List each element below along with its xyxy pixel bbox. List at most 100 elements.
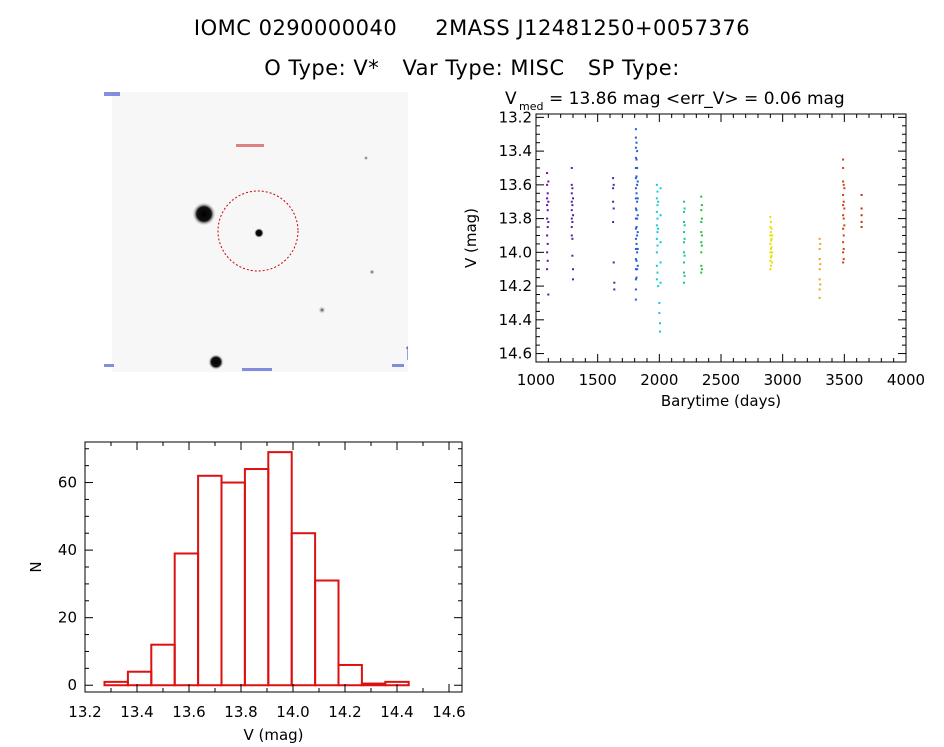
data-point (571, 254, 574, 257)
data-point (634, 197, 637, 200)
star (208, 354, 224, 370)
data-point (634, 177, 637, 180)
data-point (819, 242, 822, 245)
data-point (635, 141, 638, 144)
compass-icon (406, 346, 408, 360)
data-point (659, 214, 662, 217)
data-point (571, 204, 574, 207)
data-point (656, 231, 659, 234)
data-point (635, 175, 638, 178)
histogram-bar (197, 474, 223, 687)
data-point (683, 271, 685, 274)
data-point (634, 268, 637, 271)
x-tick-label: 1000 (517, 371, 555, 389)
data-point (769, 264, 772, 267)
lightcurve-title-stats: = 13.86 mag <err_V> = 0.06 mag (549, 89, 845, 109)
data-point (572, 197, 574, 200)
data-point (769, 234, 772, 237)
data-point (819, 283, 822, 286)
histogram-bar (267, 451, 293, 687)
data-point (769, 220, 772, 223)
data-point (683, 224, 686, 227)
data-point (769, 256, 772, 259)
data-point (700, 217, 703, 220)
otype-label: O Type: V* (264, 56, 380, 80)
vartype-label: Var Type: MISC (402, 56, 565, 80)
data-point (636, 268, 639, 271)
data-point (683, 251, 685, 254)
data-point (770, 227, 773, 230)
data-point (655, 264, 658, 267)
data-point (635, 158, 638, 161)
data-point (546, 192, 549, 195)
y-tick-label: 14.4 (499, 311, 532, 329)
data-point (659, 281, 662, 284)
data-point (818, 268, 821, 271)
data-point (570, 226, 573, 229)
data-point (570, 192, 573, 195)
data-point (658, 322, 661, 325)
data-point (570, 209, 573, 212)
data-point (842, 204, 845, 207)
data-point (547, 220, 550, 223)
y-tick-label: 13.4 (499, 142, 532, 160)
data-point (656, 271, 659, 274)
data-point (700, 251, 703, 254)
data-point (635, 209, 638, 212)
data-point (634, 237, 637, 240)
twomass-id: 2MASS J12481250+0057376 (435, 16, 751, 40)
data-point (546, 234, 549, 237)
data-point (546, 209, 549, 212)
data-point (636, 150, 639, 153)
data-point (636, 197, 639, 200)
data-point (700, 264, 703, 267)
data-point (655, 237, 658, 240)
data-point (655, 251, 658, 254)
faint-star (369, 269, 375, 275)
data-point (547, 293, 550, 296)
data-point (572, 268, 574, 271)
data-point (635, 192, 638, 195)
data-point (636, 166, 639, 169)
thumbnail-corner-label (104, 92, 120, 96)
x-tick-label: 13.2 (68, 703, 101, 721)
target-circle (217, 190, 299, 272)
data-point (769, 242, 772, 245)
lightcurve-ylabel: V (mag) (462, 208, 480, 268)
data-point (770, 237, 773, 240)
data-point (769, 247, 772, 250)
data-point (659, 241, 662, 244)
data-point (571, 220, 574, 223)
data-point (634, 187, 637, 190)
data-point (683, 237, 686, 240)
data-point (843, 187, 846, 190)
data-point (842, 183, 845, 186)
data-point (636, 251, 639, 254)
data-point (843, 224, 846, 227)
data-point (771, 251, 774, 254)
data-point (612, 220, 615, 223)
data-point (700, 209, 703, 212)
data-point (769, 268, 772, 271)
histogram-bar (220, 481, 246, 687)
data-point (634, 136, 637, 139)
data-point (570, 166, 573, 169)
data-point (842, 214, 845, 217)
histogram-bars (103, 451, 410, 687)
data-point (612, 207, 615, 210)
data-point (634, 288, 637, 291)
data-point (683, 231, 685, 234)
data-point (771, 234, 774, 237)
data-point (683, 281, 685, 284)
histogram-xlabel: V (mag) (243, 726, 303, 744)
thumbnail-corner-label (392, 364, 404, 367)
histogram-bar (337, 663, 363, 687)
data-point (769, 239, 772, 242)
sky-thumbnail (104, 92, 408, 372)
data-point (659, 261, 662, 264)
data-point (769, 259, 772, 262)
star-id: IOMC 0290000040 (193, 16, 398, 40)
histogram-bar (173, 552, 200, 687)
data-point (769, 231, 772, 234)
data-point (547, 200, 550, 203)
